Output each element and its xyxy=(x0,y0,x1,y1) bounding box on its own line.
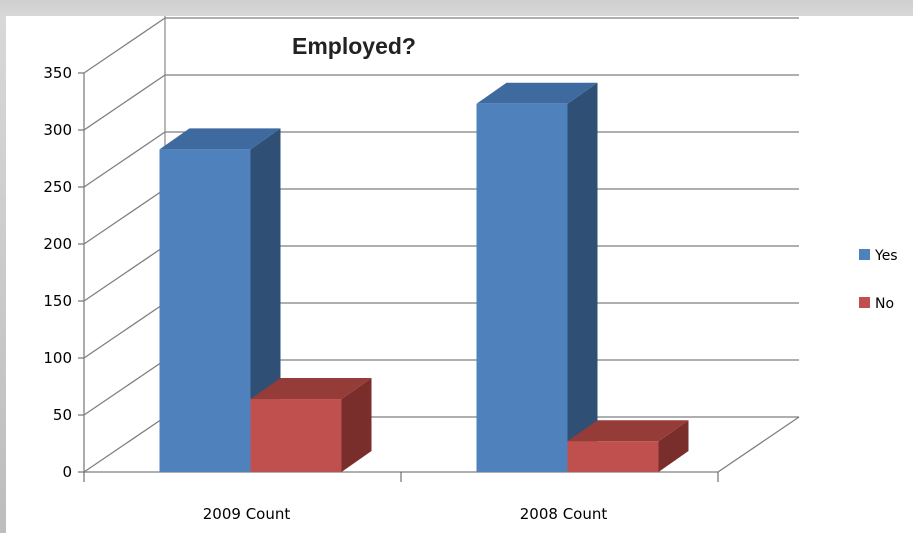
bar-top xyxy=(250,378,372,400)
legend: Yes No xyxy=(859,248,898,312)
depth-gridline xyxy=(83,302,166,359)
bar-top xyxy=(159,128,281,150)
y-tick-label: 350 xyxy=(43,64,72,82)
y-tick-label: 200 xyxy=(43,235,72,253)
y-tick-label: 0 xyxy=(62,463,72,481)
chart-title: Employed? xyxy=(292,33,416,59)
depth-gridline xyxy=(83,131,166,188)
y-tick-label: 300 xyxy=(43,121,72,139)
bar-side xyxy=(567,82,598,472)
tick-labels: 0 50 100 150 200 250 300 350 2009 Count 2008 Coun… xyxy=(43,64,607,523)
y-tick-label: 100 xyxy=(43,349,72,367)
depth-gridline xyxy=(83,74,166,131)
y-tick-label: 50 xyxy=(53,406,72,424)
depth-gridline xyxy=(83,359,166,416)
floor-right-edge xyxy=(717,416,800,473)
bars xyxy=(159,82,689,472)
bar-front xyxy=(567,441,659,472)
legend-label: Yes xyxy=(874,248,898,264)
bar-top xyxy=(476,82,598,104)
x-tick-label: 2009 Count xyxy=(203,505,291,523)
depth-gridline xyxy=(83,188,166,245)
legend-swatch xyxy=(859,249,870,260)
depth-gridline xyxy=(83,245,166,302)
y-tick-label: 150 xyxy=(43,292,72,310)
bar-side xyxy=(658,420,689,472)
bar-top xyxy=(567,420,689,442)
depth-gridline xyxy=(83,17,166,74)
chart-panel: 0 50 100 150 200 250 300 350 2009 Count 2008 Coun… xyxy=(6,16,913,533)
x-tick-label: 2008 Count xyxy=(520,505,608,523)
bar-front xyxy=(159,149,251,472)
depth-gridline xyxy=(83,416,166,473)
legend-label: No xyxy=(875,296,894,312)
y-tick-label: 250 xyxy=(43,178,72,196)
bar-front xyxy=(476,103,568,472)
bar-side xyxy=(341,378,372,472)
legend-swatch xyxy=(859,297,870,308)
chart-svg: 0 50 100 150 200 250 300 350 2009 Count 2008 Coun… xyxy=(43,16,898,523)
bar-front xyxy=(250,399,342,472)
